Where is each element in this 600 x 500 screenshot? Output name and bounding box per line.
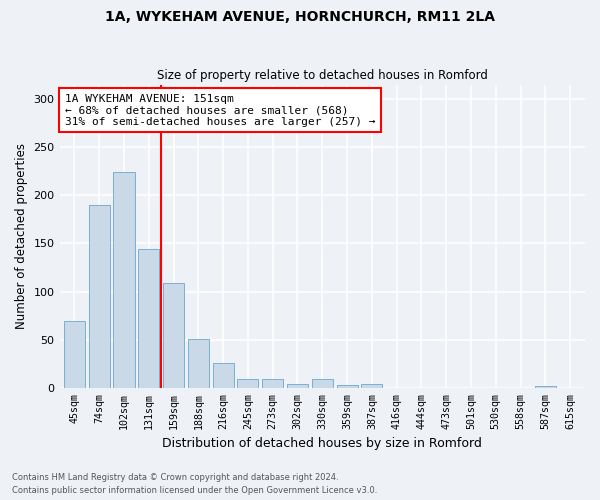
Bar <box>262 379 283 388</box>
Bar <box>312 379 333 388</box>
Bar <box>337 385 358 388</box>
Bar <box>238 379 259 388</box>
Text: 1A WYKEHAM AVENUE: 151sqm
← 68% of detached houses are smaller (568)
31% of semi: 1A WYKEHAM AVENUE: 151sqm ← 68% of detac… <box>65 94 375 127</box>
Bar <box>138 249 160 388</box>
Bar <box>188 338 209 388</box>
Bar <box>287 384 308 388</box>
Text: 1A, WYKEHAM AVENUE, HORNCHURCH, RM11 2LA: 1A, WYKEHAM AVENUE, HORNCHURCH, RM11 2LA <box>105 10 495 24</box>
Bar <box>64 322 85 388</box>
X-axis label: Distribution of detached houses by size in Romford: Distribution of detached houses by size … <box>163 437 482 450</box>
Text: Contains HM Land Registry data © Crown copyright and database right 2024.
Contai: Contains HM Land Registry data © Crown c… <box>12 474 377 495</box>
Bar <box>361 384 382 388</box>
Bar <box>163 283 184 388</box>
Bar <box>89 205 110 388</box>
Y-axis label: Number of detached properties: Number of detached properties <box>15 143 28 329</box>
Bar <box>535 386 556 388</box>
Title: Size of property relative to detached houses in Romford: Size of property relative to detached ho… <box>157 69 488 82</box>
Bar <box>113 172 134 388</box>
Bar <box>212 363 233 388</box>
